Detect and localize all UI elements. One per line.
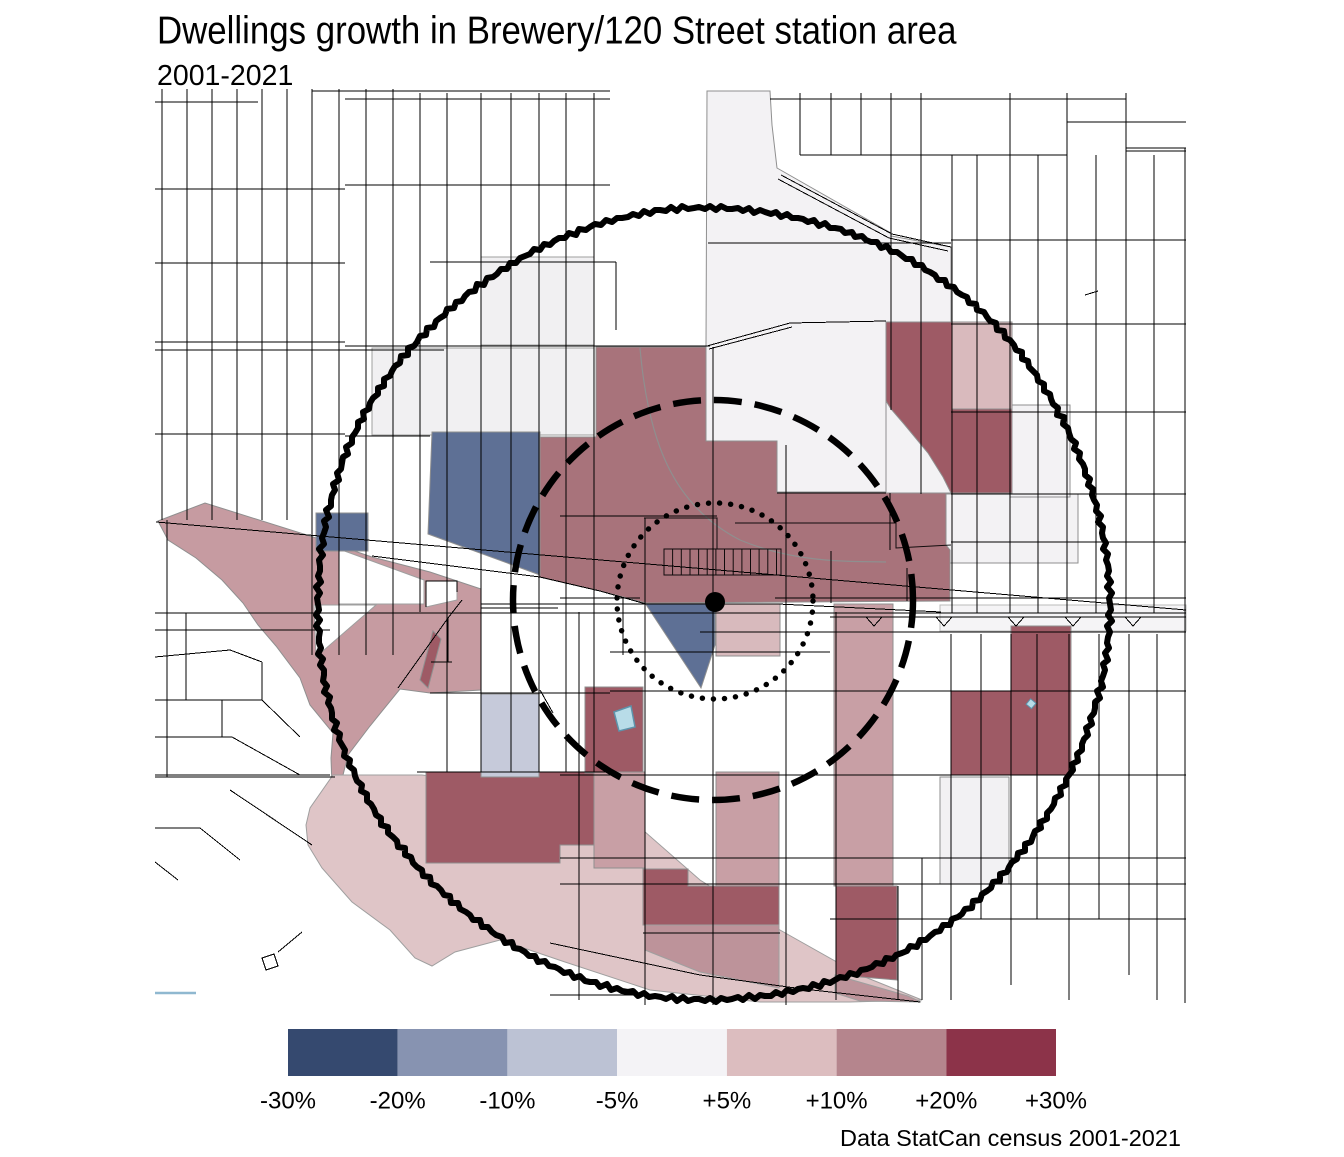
svg-text:Data StatCan census 2001-2021: Data StatCan census 2001-2021 (840, 1125, 1181, 1151)
svg-text:-30%: -30% (260, 1088, 316, 1115)
svg-text:2001-2021: 2001-2021 (157, 60, 293, 92)
svg-text:-20%: -20% (370, 1088, 426, 1115)
svg-text:-10%: -10% (479, 1088, 535, 1115)
svg-text:-5%: -5% (596, 1088, 639, 1115)
svg-text:+10%: +10% (806, 1088, 868, 1115)
svg-text:+20%: +20% (915, 1088, 977, 1115)
svg-text:Dwellings growth in Brewery/12: Dwellings growth in Brewery/120 Street s… (157, 9, 957, 52)
svg-text:+30%: +30% (1025, 1088, 1087, 1115)
svg-text:+5%: +5% (703, 1088, 752, 1115)
